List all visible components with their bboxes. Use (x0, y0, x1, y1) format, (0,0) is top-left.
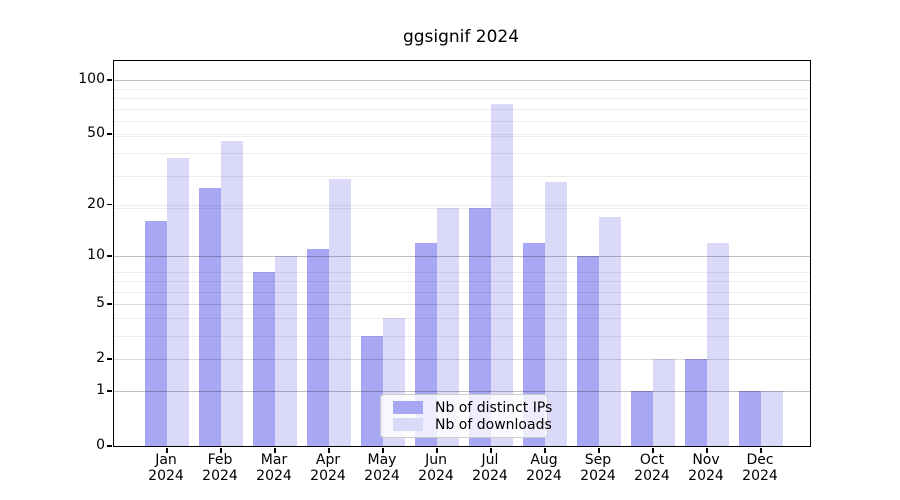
bars-layer (114, 61, 810, 446)
bar-distinct-ips (631, 391, 653, 446)
bar-downloads (599, 216, 621, 446)
y-axis-tick-label: 50 (87, 125, 105, 142)
gridlines-layer (114, 61, 810, 446)
y-axis-tick-label: 2 (96, 349, 105, 366)
bar-distinct-ips (685, 358, 707, 446)
y-axis-tick-label: 0 (96, 437, 105, 453)
y-axis-tick-label: 10 (87, 246, 105, 263)
minor-gridline (114, 89, 810, 91)
minor-gridline (114, 109, 810, 111)
x-tick-mark (490, 448, 492, 453)
x-axis-tick-label: Oct 2024 (634, 452, 670, 484)
x-axis-tick-label: Jan 2024 (148, 452, 184, 484)
x-tick-mark (382, 448, 384, 453)
bar-distinct-ips (307, 248, 329, 446)
y-axis-tick-label: 1 (96, 382, 105, 399)
y-tick-mark (107, 303, 112, 305)
bar-distinct-ips (739, 391, 761, 446)
legend-swatch (393, 401, 423, 414)
minor-gridline (114, 358, 810, 360)
y-axis-tick-label: 5 (96, 294, 105, 311)
y-tick-mark (107, 203, 112, 206)
x-tick-mark (274, 448, 276, 453)
minor-gridline (114, 121, 810, 123)
y-tick-mark (107, 445, 112, 447)
bar-distinct-ips (253, 271, 275, 446)
y-tick-mark (107, 133, 112, 135)
y-axis-tick-label: 20 (87, 195, 105, 212)
minor-gridline (114, 176, 810, 178)
major-gridline (114, 255, 810, 258)
legend: Nb of distinct IPs Nb of downloads (380, 394, 552, 438)
x-tick-mark (652, 448, 654, 453)
bar-downloads (167, 157, 189, 446)
x-axis-tick-label: Feb 2024 (202, 452, 238, 484)
y-axis-labels: 100 50 20 10 5 2 1 0 (0, 60, 105, 453)
x-axis-tick-label: Dec 2024 (742, 452, 778, 484)
x-axis-tick-label: Jul 2024 (472, 452, 508, 484)
minor-gridline (114, 135, 810, 137)
minor-gridline (114, 303, 810, 305)
minor-gridline (114, 303, 810, 305)
tick-marks-layer (107, 61, 810, 453)
x-tick-mark (544, 448, 546, 453)
bar-distinct-ips (361, 336, 383, 446)
x-tick-mark (166, 448, 168, 453)
minor-gridline (114, 318, 810, 320)
major-gridline (114, 80, 810, 82)
minor-gridline (114, 281, 810, 283)
bar-downloads (707, 242, 729, 446)
bar-downloads (437, 208, 459, 446)
bar-distinct-ips (469, 208, 491, 446)
bar-distinct-ips (145, 221, 167, 446)
x-axis-tick-label: May 2024 (364, 452, 400, 484)
minor-gridline (114, 291, 810, 293)
legend-item: Nb of distinct IPs (389, 400, 552, 416)
x-tick-mark (598, 448, 600, 453)
x-axis-tick-label: Mar 2024 (256, 452, 292, 484)
bar-downloads (329, 178, 351, 446)
legend-item-label: Nb of downloads (435, 416, 552, 433)
legend-item: Nb of downloads (389, 417, 552, 433)
legend-swatch (393, 418, 423, 431)
x-tick-mark (436, 448, 438, 453)
bar-downloads (545, 181, 567, 446)
y-tick-mark (107, 358, 112, 360)
bar-downloads (221, 140, 243, 446)
x-axis-tick-label: Apr 2024 (310, 452, 346, 484)
x-tick-mark (760, 448, 762, 453)
chart-title: ggsignif 2024 (402, 27, 520, 47)
minor-gridline (114, 271, 810, 273)
y-axis-tick-label: 100 (78, 71, 105, 87)
bar-distinct-ips (577, 255, 599, 446)
minor-gridline (114, 98, 810, 100)
minor-gridline (114, 204, 810, 206)
x-axis-tick-label: Aug 2024 (526, 452, 562, 484)
bar-downloads (761, 391, 783, 446)
x-axis-tick-label: Nov 2024 (688, 452, 724, 484)
bar-downloads (275, 255, 297, 446)
minor-gridline (114, 208, 810, 210)
x-tick-mark (328, 448, 330, 453)
minor-gridline (114, 134, 810, 136)
major-gridline (114, 391, 810, 393)
bar-downloads (491, 103, 513, 446)
y-tick-mark (107, 255, 112, 257)
bar-distinct-ips (199, 187, 221, 446)
legend-item-label: Nb of distinct IPs (435, 399, 553, 416)
x-axis-tick-label: Jun 2024 (418, 452, 454, 484)
x-tick-mark (220, 448, 222, 453)
minor-gridline (114, 358, 810, 360)
minor-gridline (114, 153, 810, 155)
y-tick-mark (107, 390, 112, 392)
plot-area: Nb of distinct IPs Nb of downloads (107, 60, 811, 453)
bar-downloads (653, 358, 675, 446)
x-axis-tick-label: Sep 2024 (580, 452, 616, 484)
minor-gridline (114, 336, 810, 338)
x-tick-mark (706, 448, 708, 453)
x-axis-labels: Jan 2024 Feb 2024 Mar 2024 Apr 2024 May 2024… (113, 452, 809, 492)
y-tick-mark (107, 79, 112, 81)
